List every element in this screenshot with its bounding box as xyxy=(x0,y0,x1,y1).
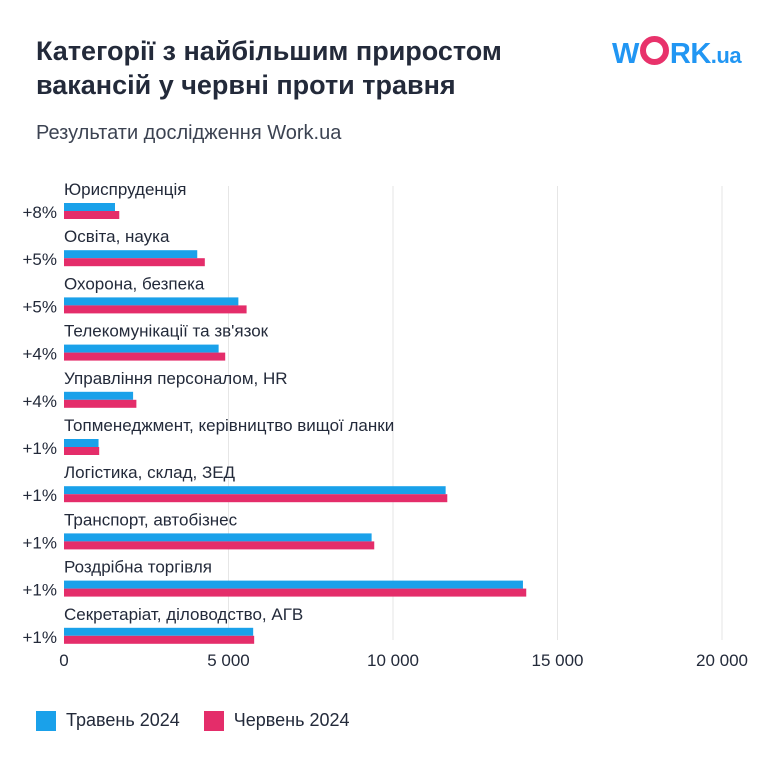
x-tick-label: 0 xyxy=(59,651,68,670)
legend-item-june: Червень 2024 xyxy=(203,710,350,731)
chart-subtitle: Результати дослідження Work.ua xyxy=(36,122,342,144)
bar-june xyxy=(64,494,448,503)
bar-may xyxy=(64,297,239,306)
bar-may xyxy=(64,533,372,542)
bar-june xyxy=(64,588,527,597)
category-label: Телекомунікації та зв'язок xyxy=(64,322,269,341)
x-tick-label: 10 000 xyxy=(367,651,419,670)
legend-label-may: Травень 2024 xyxy=(66,710,180,730)
category-label: Топменеджмент, керівництво вищої ланки xyxy=(64,416,394,435)
x-tick-label: 15 000 xyxy=(532,651,584,670)
growth-label: +1% xyxy=(23,533,58,552)
growth-label: +5% xyxy=(23,297,58,316)
legend-swatch-may xyxy=(36,710,56,731)
bar-june xyxy=(64,211,120,219)
category-label: Охорона, безпека xyxy=(64,274,205,293)
x-tick-label: 20 000 xyxy=(696,651,748,670)
bar-may xyxy=(64,627,254,636)
category-label: Управління персоналом, HR xyxy=(64,369,288,388)
bar-june xyxy=(64,352,226,361)
bar-may xyxy=(64,486,446,495)
bar-june xyxy=(64,447,100,455)
category-label: Роздрібна торгівля xyxy=(64,558,212,577)
category-label: Транспорт, автобізнес xyxy=(64,510,238,529)
growth-label: +4% xyxy=(23,345,58,364)
category-label: Секретаріат, діловодство, АГВ xyxy=(64,605,303,624)
legend-swatch-june xyxy=(203,710,224,731)
category-label: Освіта, наука xyxy=(64,227,170,246)
bar-may xyxy=(64,391,134,400)
bar-chart: Юриспруденція +8% Освіта, наука +5% Охорона,… xyxy=(23,180,749,670)
brand-logo: W RK.ua xyxy=(612,36,742,71)
logo-text: W RK xyxy=(612,36,711,70)
bar-june xyxy=(64,635,255,644)
growth-label: +5% xyxy=(23,250,58,269)
bar-may xyxy=(64,203,115,211)
bar-may xyxy=(64,250,198,259)
legend-label-june: Червень 2024 xyxy=(233,710,350,730)
bar-june xyxy=(64,305,247,314)
growth-label: +1% xyxy=(23,581,58,600)
logo-suffix: .ua xyxy=(710,43,742,68)
legend: Травень 2024 Червень 2024 xyxy=(36,710,350,731)
bar-june xyxy=(64,399,137,408)
x-axis-ticks: 0 5 000 10 000 15 000 20 000 xyxy=(59,651,748,670)
legend-item-may: Травень 2024 xyxy=(36,710,180,731)
bar-may xyxy=(64,344,219,353)
chart-title: Категорії з найбільшим приростом вакансі… xyxy=(36,36,502,100)
bar-may xyxy=(64,439,99,447)
category-label: Юриспруденція xyxy=(64,180,187,199)
growth-label: +8% xyxy=(23,203,58,222)
category-labels: Юриспруденція +8% Освіта, наука +5% Охорона,… xyxy=(23,180,395,647)
bar-june xyxy=(64,258,205,267)
growth-label: +1% xyxy=(23,628,58,647)
x-tick-label: 5 000 xyxy=(207,651,250,670)
growth-label: +4% xyxy=(23,392,58,411)
grid-lines xyxy=(228,186,723,640)
category-label: Логістика, склад, ЗЕД xyxy=(64,463,236,482)
bar-june xyxy=(64,541,375,550)
bar-may xyxy=(64,580,523,589)
growth-label: +1% xyxy=(23,486,58,505)
bars xyxy=(64,203,527,644)
logo-ring-icon xyxy=(639,36,669,65)
growth-label: +1% xyxy=(23,439,58,458)
